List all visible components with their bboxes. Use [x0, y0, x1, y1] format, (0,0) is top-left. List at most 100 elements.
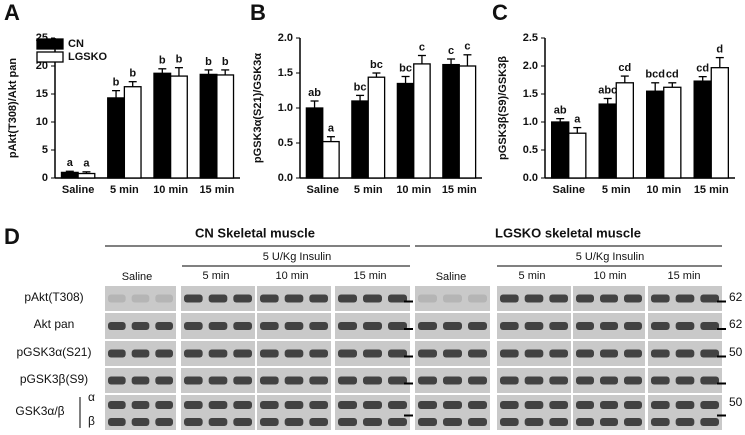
significance-letter: b — [222, 56, 229, 68]
significance-letter: b — [129, 68, 136, 80]
significance-letter: a — [67, 157, 74, 169]
band — [131, 418, 150, 426]
band — [600, 418, 618, 426]
lane-label: Saline — [122, 271, 153, 283]
legend-swatch — [36, 51, 64, 63]
band — [260, 376, 279, 385]
band — [524, 349, 544, 358]
bar — [351, 100, 369, 179]
y-tick-label: 5 — [42, 144, 48, 156]
bar — [598, 103, 617, 179]
isoform: α — [88, 390, 95, 404]
band — [700, 294, 719, 303]
band — [131, 349, 150, 358]
bar — [568, 132, 587, 179]
band — [208, 376, 228, 385]
y-axis-label: pGSK3α(S21)/GSK3α — [252, 53, 264, 163]
bar — [169, 75, 188, 179]
band — [309, 418, 328, 426]
band — [500, 349, 519, 358]
y-tick-label: 20 — [36, 60, 48, 72]
mw-marker: 62 — [729, 290, 743, 304]
bar — [216, 74, 235, 179]
x-tick-label: 10 min — [396, 184, 431, 196]
band — [624, 349, 642, 358]
band — [208, 322, 228, 330]
band — [108, 294, 126, 303]
band — [524, 294, 544, 303]
bar — [123, 86, 142, 179]
bar — [396, 82, 415, 179]
band — [233, 322, 252, 330]
x-tick-label: 5 min — [602, 184, 631, 196]
band — [675, 376, 695, 385]
band — [700, 376, 719, 385]
band — [524, 322, 544, 330]
band — [309, 401, 328, 409]
band — [338, 349, 357, 358]
panel-label: D — [4, 224, 20, 249]
band — [576, 418, 594, 426]
band — [363, 401, 382, 409]
band — [284, 418, 304, 426]
band — [651, 349, 670, 358]
band — [624, 418, 642, 426]
mw-marker: 50 — [729, 395, 743, 409]
band — [500, 401, 519, 409]
band — [233, 294, 252, 303]
y-tick-label: 2.5 — [523, 32, 538, 44]
band — [108, 322, 126, 330]
band — [338, 418, 357, 426]
y-tick-label: 2.0 — [278, 32, 293, 44]
band — [131, 294, 150, 303]
band — [108, 376, 126, 385]
treatment: 5 U/Kg Insulin — [576, 251, 644, 263]
band — [363, 294, 382, 303]
x-tick-label: Saline — [553, 184, 585, 196]
band — [524, 401, 544, 409]
band — [549, 376, 568, 385]
bar — [646, 90, 665, 179]
band — [443, 418, 462, 426]
legend-label: CN — [68, 38, 84, 50]
band — [108, 418, 126, 426]
significance-letter: c — [419, 41, 425, 53]
band — [309, 294, 328, 303]
mw-marker: 62 — [729, 317, 743, 331]
band — [600, 322, 618, 330]
bar — [199, 73, 218, 179]
band — [260, 322, 279, 330]
band — [600, 401, 618, 409]
row-label: GSK3α/β — [15, 404, 64, 418]
band — [700, 418, 719, 426]
band — [108, 401, 126, 409]
band — [443, 376, 462, 385]
y-tick-label: 0.0 — [523, 172, 538, 184]
bar — [77, 172, 96, 179]
band — [624, 401, 642, 409]
y-tick-label: 15 — [36, 88, 48, 100]
band — [260, 294, 279, 303]
band — [208, 349, 228, 358]
band — [233, 418, 252, 426]
significance-letter: b — [205, 56, 212, 68]
band — [443, 349, 462, 358]
lane-label: 5 min — [203, 270, 230, 282]
significance-letter: b — [113, 77, 120, 89]
band — [600, 349, 618, 358]
band — [131, 376, 150, 385]
band — [700, 349, 719, 358]
significance-letter: cd — [618, 62, 631, 74]
panel-label: C — [492, 0, 508, 25]
band — [468, 376, 487, 385]
band — [284, 349, 304, 358]
legend-swatch — [36, 38, 64, 50]
band — [418, 322, 437, 330]
band — [468, 418, 487, 426]
band — [500, 294, 519, 303]
band — [500, 418, 519, 426]
row-label: pGSK3α(S21) — [17, 345, 92, 359]
x-tick-label: 15 min — [694, 184, 729, 196]
band — [260, 349, 279, 358]
